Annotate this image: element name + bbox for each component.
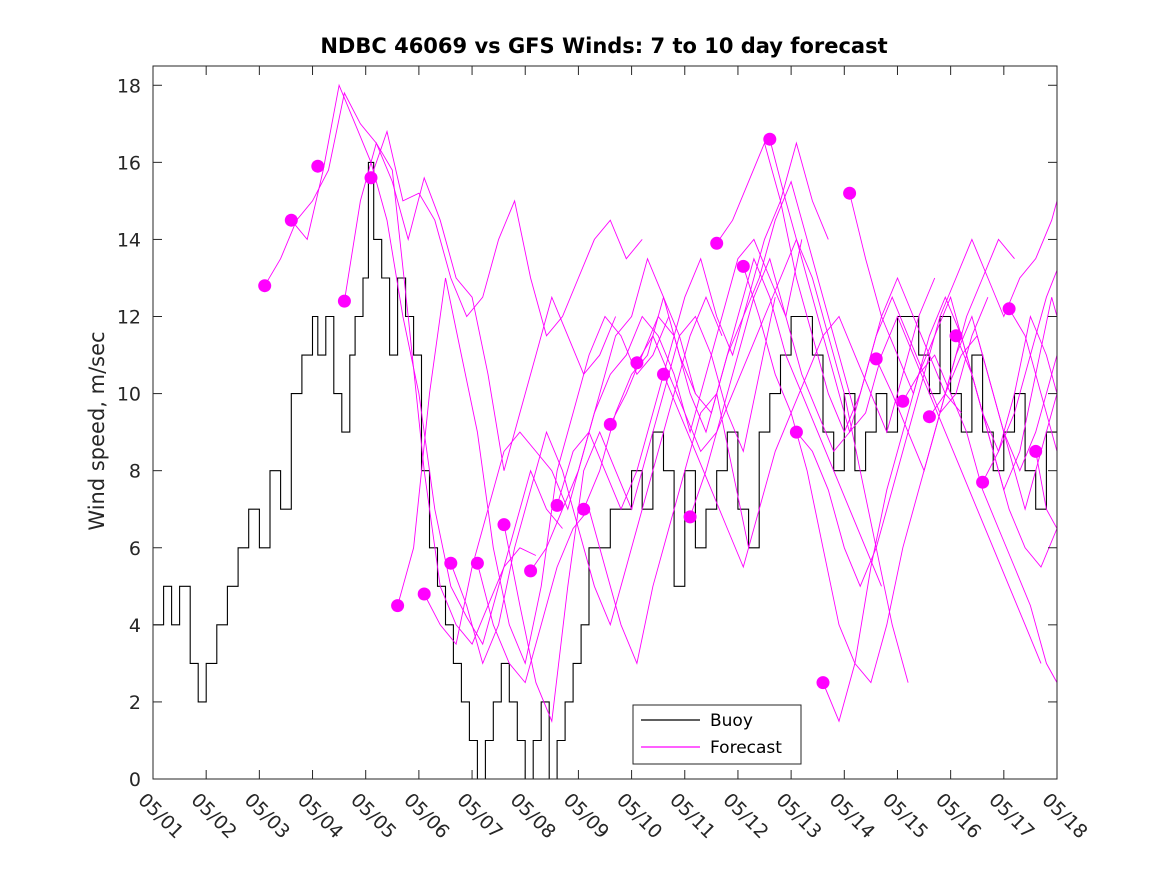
forecast-marker — [710, 236, 724, 250]
forecast-marker — [603, 417, 617, 431]
forecast-marker — [258, 279, 272, 293]
forecast-series-line-21 — [822, 354, 1057, 723]
y-tick-label: 0 — [129, 769, 141, 791]
forecast-marker — [444, 556, 458, 570]
forecast-marker — [630, 356, 644, 370]
y-tick-label: 18 — [117, 75, 141, 97]
y-tick-label: 2 — [129, 692, 141, 714]
forecast-series-line-6 — [423, 257, 696, 646]
y-tick-label: 8 — [129, 461, 141, 483]
forecast-marker — [417, 587, 431, 601]
forecast-marker — [683, 510, 697, 524]
forecast-marker — [311, 159, 325, 173]
forecast-series-line-3 — [343, 141, 617, 471]
forecast-marker — [896, 394, 910, 408]
forecast-series-line-19 — [769, 139, 1042, 664]
forecast-series-line-8 — [476, 392, 750, 684]
forecast-marker — [1029, 444, 1043, 458]
forecast-series-line-1 — [264, 91, 537, 645]
forecast-series-line-15 — [663, 277, 936, 569]
forecast-series-line-16 — [689, 257, 962, 518]
legend-label-buoy: Buoy — [710, 711, 753, 731]
forecast-series-line-23 — [875, 315, 1057, 473]
y-tick-label: 12 — [117, 307, 141, 329]
forecast-series-line-17 — [716, 141, 989, 434]
forecast-marker — [869, 352, 883, 366]
forecast-marker — [364, 171, 378, 185]
y-tick-label: 4 — [129, 615, 141, 637]
forecast-marker — [789, 425, 803, 439]
forecast-marker — [497, 518, 511, 532]
forecast-series-line-13 — [609, 257, 882, 587]
legend-label-forecast: Forecast — [710, 738, 782, 758]
series-group — [153, 83, 1057, 779]
forecast-marker — [976, 475, 990, 489]
forecast-marker — [391, 599, 405, 613]
forecast-marker — [524, 564, 538, 578]
forecast-series-line-10 — [530, 238, 803, 572]
forecast-series-line-27 — [982, 314, 1057, 483]
forecast-marker — [843, 186, 857, 200]
forecast-series-line-20 — [796, 200, 1057, 588]
forecast-marker — [657, 367, 670, 381]
forecast-series-line-26 — [955, 297, 1057, 492]
forecast-series-line-22 — [849, 193, 1057, 568]
y-tick-label: 14 — [117, 229, 141, 251]
y-axis-label: Wind speed, m/sec — [85, 331, 109, 530]
forecast-marker — [577, 502, 591, 516]
forecast-marker — [550, 498, 564, 512]
y-tick-label: 16 — [117, 152, 141, 174]
forecast-series-line-9 — [503, 297, 776, 723]
legend: Buoy Forecast — [632, 704, 802, 765]
forecast-series-line-25 — [929, 334, 1057, 511]
forecast-series-line-4 — [370, 129, 643, 337]
axes-box — [152, 65, 1058, 780]
forecast-marker — [922, 410, 936, 424]
forecast-series-line-2 — [290, 83, 563, 646]
buoy-series-line — [153, 161, 1057, 779]
forecast-marker — [816, 676, 830, 690]
forecast-marker — [284, 213, 298, 227]
forecast-marker — [337, 294, 351, 308]
forecast-marker — [470, 556, 484, 570]
forecast-series-line-14 — [636, 238, 909, 683]
forecast-series-line-28 — [1008, 308, 1057, 452]
forecast-series-line-18 — [742, 238, 1015, 684]
forecast-marker — [949, 329, 963, 343]
y-tick-label: 10 — [117, 384, 141, 406]
plot-area — [153, 83, 1057, 779]
forecast-marker — [736, 259, 750, 273]
forecast-marker — [763, 132, 777, 146]
forecast-series-line-5 — [397, 277, 670, 665]
legend-box — [632, 704, 802, 765]
chart-title: NDBC 46069 vs GFS Winds: 7 to 10 day for… — [320, 34, 887, 58]
y-tick-label: 6 — [129, 538, 141, 560]
forecast-marker — [1002, 302, 1016, 316]
forecast-series-line-29 — [1035, 451, 1057, 529]
